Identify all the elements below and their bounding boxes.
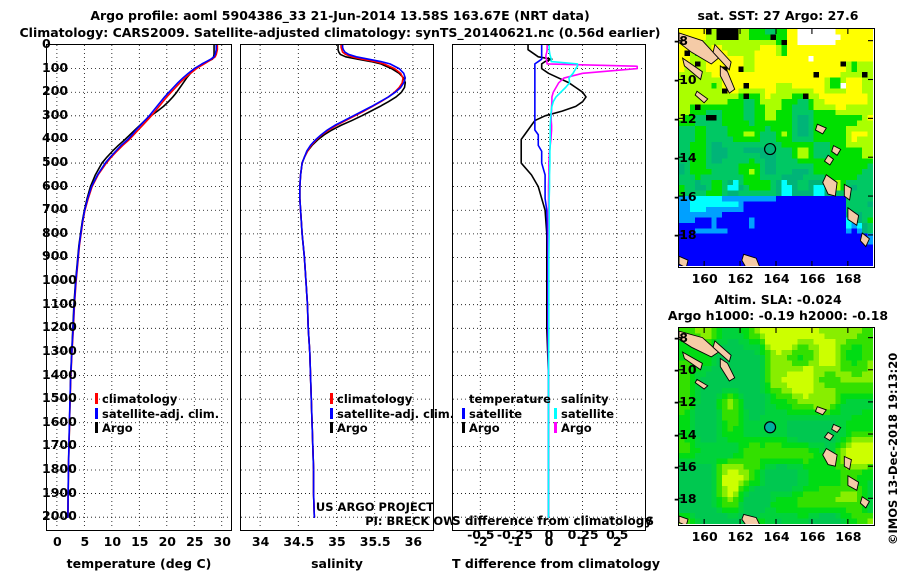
legend-item: satellite bbox=[462, 407, 554, 422]
sst-map-title: sat. SST: 27 Argo: 27.6 bbox=[697, 8, 859, 23]
legend-label: satellite-adj. clim. bbox=[102, 406, 220, 421]
difference-tick-t--2: -2 bbox=[473, 534, 488, 549]
legend-item: satellite-adj. clim. bbox=[95, 407, 219, 422]
difference-tick-s--0.25: -0.25 bbox=[496, 527, 533, 542]
temperature-axis-label: temperature (deg C) bbox=[66, 556, 212, 571]
map-lon-tick-160: 160 bbox=[691, 271, 718, 286]
legend-label: satellite bbox=[469, 406, 523, 421]
legend-swatch-sal-satellite bbox=[554, 407, 557, 419]
difference-panel bbox=[452, 44, 646, 531]
difference-tick-s-0: 0 bbox=[544, 527, 554, 542]
salinity-panel bbox=[240, 44, 434, 531]
difference-axis-label-salinity: S difference from climatology bbox=[452, 514, 653, 528]
legend-swatch-temp-satellite bbox=[462, 407, 465, 419]
legend-swatch-satellite-adj bbox=[95, 407, 98, 419]
legend-label: Argo bbox=[337, 421, 368, 435]
difference-tick-t-1: 1 bbox=[578, 534, 588, 549]
difference-tick-t-2: 2 bbox=[612, 534, 622, 549]
map-lon-tick-166: 166 bbox=[799, 529, 826, 544]
map-lon-tick-168: 168 bbox=[835, 529, 862, 544]
legend-swatch-climatology bbox=[330, 393, 333, 404]
page-title-line1: Argo profile: aoml 5904386_33 21-Jun-201… bbox=[90, 8, 590, 23]
temperature-tick-25: 25 bbox=[186, 534, 204, 549]
legend-label: Argo bbox=[561, 421, 592, 435]
legend-swatch-temp-argo bbox=[462, 422, 465, 433]
legend-item: satellite bbox=[554, 407, 642, 422]
salinity-axis-label: salinity bbox=[311, 556, 363, 571]
legend-swatch-argo bbox=[95, 422, 98, 433]
page-title-line2: Climatology: CARS2009. Satellite-adjuste… bbox=[19, 25, 661, 40]
difference-tick-s-0.5: 0.5 bbox=[606, 527, 629, 542]
legend-label: climatology bbox=[337, 392, 413, 406]
legend-swatch-sal-argo bbox=[554, 422, 557, 433]
legend-label: Argo bbox=[469, 421, 500, 435]
legend-item: climatology bbox=[95, 392, 219, 407]
legend-item: Argo bbox=[462, 421, 554, 436]
temperature-tick-15: 15 bbox=[131, 534, 149, 549]
legend-label: Argo bbox=[102, 421, 133, 435]
sla-map-title-line2: Argo h1000: -0.19 h2000: -0.18 bbox=[667, 308, 889, 323]
watermark-us-argo-project: US ARGO PROJECT bbox=[315, 500, 434, 514]
legend-label: satellite bbox=[561, 406, 615, 421]
temperature-legend: climatology satellite-adj. clim. Argo bbox=[95, 392, 219, 436]
difference-tick-s-0.25: 0.25 bbox=[567, 527, 599, 542]
difference-axis-label-temperature: T difference from climatology bbox=[452, 556, 661, 571]
temperature-tick-20: 20 bbox=[158, 534, 176, 549]
legend-swatch-argo bbox=[330, 422, 333, 433]
temperature-panel bbox=[46, 44, 232, 531]
map-lon-tick-160: 160 bbox=[691, 529, 718, 544]
map-lon-tick-162: 162 bbox=[727, 529, 754, 544]
salinity-tick-36: 36 bbox=[404, 534, 423, 549]
legend-swatch-climatology bbox=[95, 393, 98, 404]
legend-item: Argo bbox=[330, 421, 454, 436]
salinity-tick-35: 35 bbox=[328, 534, 346, 549]
sla-map-title-line1: Altim. SLA: -0.024 bbox=[714, 292, 842, 307]
map-lon-tick-164: 164 bbox=[763, 529, 790, 544]
map-lon-tick-168: 168 bbox=[835, 271, 862, 286]
legend-label: satellite-adj. clim. bbox=[337, 406, 455, 421]
temperature-tick-10: 10 bbox=[103, 534, 122, 549]
map-lon-tick-166: 166 bbox=[799, 271, 826, 286]
legend-swatch-satellite-adj bbox=[330, 407, 333, 419]
temperature-tick-0: 0 bbox=[53, 534, 62, 549]
salinity-tick-34: 34 bbox=[251, 534, 270, 549]
legend-item: Argo bbox=[554, 421, 642, 436]
copyright-label: ©IMOS 13-Dec-2018 19:13:20 bbox=[886, 352, 900, 545]
salinity-tick-34.5: 34.5 bbox=[283, 534, 315, 549]
difference-legend: temperature satellite Argo salinity sate… bbox=[462, 392, 642, 436]
difference-tick-t-0: 0 bbox=[544, 534, 554, 549]
legend-group-title-salinity: salinity bbox=[561, 392, 609, 406]
legend-item: climatology bbox=[330, 392, 454, 407]
difference-tick-s--0.5: -0.5 bbox=[467, 527, 495, 542]
sla-map-panel bbox=[678, 327, 875, 526]
map-lon-tick-164: 164 bbox=[763, 271, 790, 286]
legend-group-title-temperature: temperature bbox=[469, 392, 551, 406]
legend-item: Argo bbox=[95, 421, 219, 436]
salinity-legend: climatology satellite-adj. clim. Argo bbox=[330, 392, 454, 436]
map-lon-tick-162: 162 bbox=[727, 271, 754, 286]
sst-map-panel bbox=[678, 28, 875, 268]
difference-tick-t--1: -1 bbox=[507, 534, 522, 549]
salinity-tick-35.5: 35.5 bbox=[359, 534, 391, 549]
temperature-tick-30: 30 bbox=[213, 534, 231, 549]
temperature-tick-5: 5 bbox=[80, 534, 90, 549]
legend-item: satellite-adj. clim. bbox=[330, 407, 454, 422]
legend-label: climatology bbox=[102, 392, 178, 406]
